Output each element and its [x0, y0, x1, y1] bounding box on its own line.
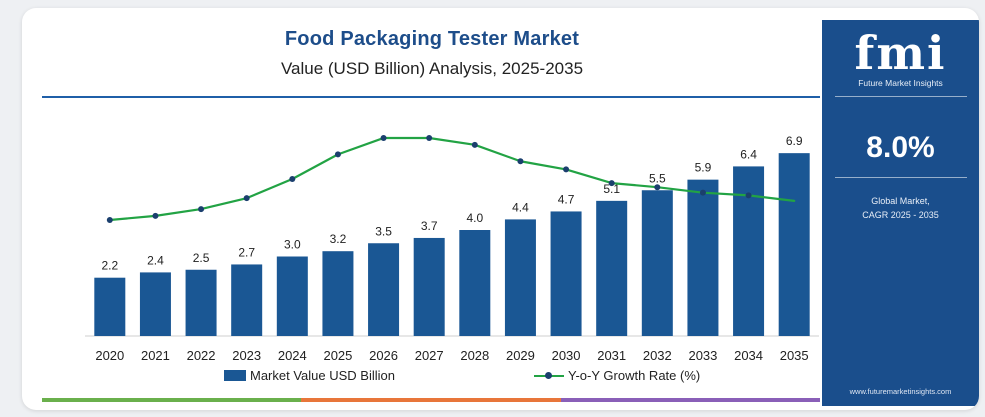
cagr-label-line1: Global Market,	[871, 196, 930, 206]
growth-point-2033	[699, 189, 706, 196]
x-tick-2031: 2031	[597, 348, 626, 363]
strip-segment-purple	[560, 398, 820, 402]
x-tick-2027: 2027	[415, 348, 444, 363]
bar-2031	[596, 200, 628, 336]
chart-card: Food Packaging Tester Market Value (USD …	[22, 8, 979, 410]
bar-label-2028: 4.0	[466, 211, 483, 225]
growth-point-2034	[745, 192, 752, 199]
growth-point-2026	[380, 135, 387, 141]
growth-point-2022	[198, 206, 205, 213]
cagr-label-line2: CAGR 2025 - 2035	[862, 210, 939, 220]
legend-item-growth-rate: Y-o-Y Growth Rate (%)	[534, 368, 700, 383]
x-tick-2034: 2034	[734, 348, 763, 363]
bar-label-2021: 2.4	[147, 253, 164, 267]
bar-2022	[185, 269, 217, 336]
sidebar-divider-top	[834, 96, 967, 97]
x-tick-2025: 2025	[323, 348, 352, 363]
x-tick-2021: 2021	[141, 348, 170, 363]
growth-point-2031	[608, 180, 615, 187]
bar-2026	[368, 243, 400, 336]
legend-label-market-value: Market Value USD Billion	[250, 368, 395, 383]
legend-swatch-bar	[224, 370, 246, 381]
brand-sidebar: fmi Future Market Insights 8.0% Global M…	[822, 20, 979, 406]
growth-rate-line	[108, 136, 796, 222]
bar-2034	[733, 166, 765, 336]
bar-label-2034: 6.4	[740, 147, 757, 161]
strip-segment-green	[42, 398, 302, 402]
growth-point-2020	[106, 217, 113, 223]
x-tick-2024: 2024	[278, 348, 307, 363]
chart-legend: Market Value USD Billion Y-o-Y Growth Ra…	[42, 366, 822, 388]
growth-point-2025	[334, 151, 341, 158]
bar-label-2026: 3.5	[375, 224, 392, 238]
growth-point-2030	[563, 166, 570, 173]
bar-label-2023: 2.7	[238, 245, 255, 259]
growth-point-2032	[654, 184, 661, 191]
bar-label-2032: 5.5	[649, 171, 666, 185]
bar-2027	[413, 237, 445, 336]
bar-2028	[459, 230, 491, 336]
x-tick-2035: 2035	[780, 348, 809, 363]
x-tick-2028: 2028	[460, 348, 489, 363]
bar-label-2024: 3.0	[284, 238, 301, 252]
x-tick-2030: 2030	[552, 348, 581, 363]
x-tick-2033: 2033	[688, 348, 717, 363]
bar-label-2030: 4.7	[558, 192, 575, 206]
header-divider	[42, 96, 820, 98]
x-tick-2020: 2020	[95, 348, 124, 363]
x-tick-2022: 2022	[187, 348, 216, 363]
cagr-label: Global Market, CAGR 2025 - 2035	[822, 194, 979, 222]
growth-point-2028	[471, 141, 478, 148]
bar-2032	[641, 190, 673, 336]
bar-label-2033: 5.9	[695, 161, 712, 175]
bar-2023	[231, 264, 263, 336]
legend-label-growth-rate: Y-o-Y Growth Rate (%)	[568, 368, 701, 383]
sidebar-divider-middle	[834, 177, 967, 178]
chart-title: Food Packaging Tester Market	[284, 28, 580, 50]
bar-label-2035: 6.9	[786, 134, 803, 148]
bar-2021	[139, 272, 171, 336]
x-tick-2032: 2032	[643, 348, 672, 363]
bar-line-chart: 2.2 2020 2.4 2021 2.5 2022 2.7 2023 3.0 2024 3.2 20…	[85, 134, 819, 363]
strip-segment-orange	[301, 398, 561, 402]
fmi-logo: fmi	[854, 26, 947, 80]
growth-point-2029	[517, 158, 524, 165]
legend-item-market-value: Market Value USD Billion	[224, 368, 395, 383]
growth-point-2023	[243, 195, 250, 202]
bar-label-2025: 3.2	[330, 232, 347, 246]
chart-subtitle: Value (USD Billion) Analysis, 2025-2035	[280, 59, 584, 78]
bar-2025	[322, 251, 354, 336]
bar-label-2027: 3.7	[421, 219, 438, 233]
bar-label-2022: 2.5	[193, 251, 210, 265]
growth-point-2027	[426, 135, 433, 141]
chart-header: Food Packaging Tester Market Value (USD …	[42, 22, 822, 102]
bar-2020	[94, 277, 126, 336]
bar-label-2020: 2.2	[101, 259, 118, 273]
x-tick-2029: 2029	[506, 348, 535, 363]
x-tick-2026: 2026	[369, 348, 398, 363]
x-tick-2023: 2023	[232, 348, 261, 363]
legend-swatch-line	[534, 370, 564, 382]
website-text: www.futuremarketinsights.com	[849, 387, 952, 396]
bar-2024	[276, 256, 308, 336]
bar-2029	[504, 219, 536, 336]
bar-label-2031: 5.1	[603, 182, 620, 196]
bar-2033	[687, 179, 719, 336]
growth-point-2021	[152, 212, 159, 219]
cagr-value: 8.0%	[866, 131, 935, 164]
logo-subtitle: Future Market Insights	[858, 78, 943, 88]
bar-2030	[550, 211, 582, 336]
bottom-color-strip	[42, 398, 820, 402]
growth-point-2024	[289, 176, 296, 182]
bar-label-2029: 4.4	[512, 200, 529, 214]
bar-2035	[778, 153, 810, 336]
